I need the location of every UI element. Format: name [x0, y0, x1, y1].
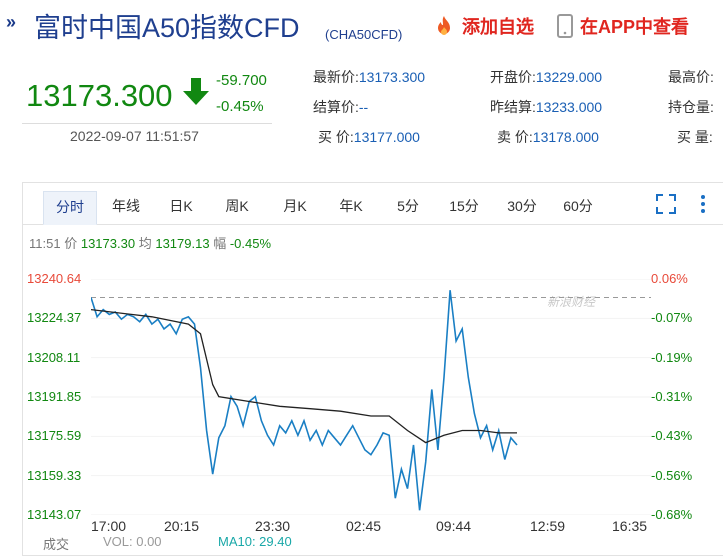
intraday-chart[interactable] — [91, 279, 651, 515]
double-chevron-icon: » — [6, 12, 16, 32]
y-tick-label: 13175.59 — [27, 428, 82, 444]
quote-timestamp: 2022-09-07 11:51:57 — [70, 128, 199, 144]
x-tick-label: 20:15 — [164, 518, 200, 534]
x-tick-label: 23:30 — [255, 518, 291, 534]
average-series-line — [91, 308, 517, 444]
tab-15min[interactable]: 15分 — [449, 198, 479, 214]
add-favorite-button[interactable]: 添加自选 — [432, 12, 534, 40]
field-high: 最高价: — [668, 69, 714, 85]
flame-icon — [438, 16, 450, 35]
price-change-percent: -0.45% — [216, 98, 264, 115]
quote-summary: 13173.300 -59.700 -0.45% 2022-09-07 11:5… — [0, 58, 723, 168]
volume-ma10: MA10: 29.40 — [218, 534, 292, 549]
field-open: 开盘价:13229.000 — [490, 69, 603, 85]
price-change: -59.700 — [216, 72, 267, 89]
y-pct-tick-label: -0.31% — [651, 389, 693, 404]
tab-yearline[interactable]: 年线 — [112, 198, 140, 214]
instrument-name: 富时中国A50指数CFD — [34, 13, 300, 43]
tab-intraday[interactable]: 分时 — [43, 191, 97, 225]
y-pct-tick-label: -0.43% — [651, 428, 693, 444]
volume-label: 成交 — [43, 537, 70, 552]
y-tick-label: 13208.11 — [27, 349, 81, 365]
y-tick-label: 13159.33 — [27, 467, 82, 483]
divider — [22, 123, 272, 124]
field-bid-volume: 买 量: — [677, 129, 713, 145]
x-tick-label: 16:35 — [612, 518, 648, 534]
tab-daily-k[interactable]: 日K — [169, 198, 193, 214]
y-tick-label: 13224.37 — [27, 310, 82, 326]
field-latest: 最新价:13173.300 — [313, 69, 426, 85]
y-tick-label: 13191.85 — [27, 389, 82, 404]
volume-value: VOL: 0.00 — [103, 534, 162, 549]
view-in-app-button[interactable]: 在APP中查看 — [556, 12, 689, 40]
y-pct-tick-label: -0.68% — [651, 507, 693, 522]
x-tick-label: 02:45 — [346, 518, 382, 534]
tab-5min[interactable]: 5分 — [397, 198, 419, 214]
field-prev-settle: 昨结算:13233.000 — [490, 99, 603, 115]
y-pct-tick-label: -0.07% — [651, 310, 693, 326]
tab-yearly-k[interactable]: 年K — [339, 198, 363, 214]
field-settle: 结算价:-- — [313, 99, 369, 115]
tab-weekly-k[interactable]: 周K — [225, 198, 249, 214]
fullscreen-icon[interactable] — [655, 193, 677, 215]
add-favorite-label: 添加自选 — [462, 17, 534, 37]
y-tick-label: 13143.07 — [27, 507, 82, 522]
last-price: 13173.300 — [26, 78, 173, 113]
tab-30min[interactable]: 30分 — [507, 198, 537, 214]
x-tick-label: 12:59 — [530, 518, 566, 534]
phone-icon — [557, 14, 573, 38]
x-tick-label: 09:44 — [436, 518, 472, 534]
tab-60min[interactable]: 60分 — [563, 198, 593, 214]
chart-panel: 分时 年线 日K 周K 月K 年K 5分 15分 30分 60分 11:51 价… — [22, 182, 723, 556]
y-pct-tick-label: 0.06% — [651, 271, 688, 286]
field-ask: 卖 价:13178.000 — [497, 129, 599, 145]
price-series-line — [91, 290, 518, 511]
instrument-code: (CHA50CFD) — [325, 27, 403, 42]
field-bid: 买 价:13177.000 — [318, 129, 420, 145]
y-tick-label: 13240.64 — [27, 271, 82, 286]
view-in-app-label: 在APP中查看 — [580, 17, 690, 37]
x-tick-label: 17:00 — [91, 518, 127, 534]
more-options-icon[interactable] — [693, 193, 713, 215]
title-bar: » 富时中国A50指数CFD (CHA50CFD) 添加自选 在APP中查看 — [0, 0, 723, 52]
down-arrow-icon — [183, 78, 209, 105]
period-tabs: 分时 年线 日K 周K 月K 年K 5分 15分 30分 60分 — [23, 183, 723, 225]
watermark: 新浪财经 — [547, 295, 596, 309]
crosshair-info: 11:51 价 13173.30 均 13179.13 幅 -0.45% — [29, 236, 272, 251]
tab-monthly-k[interactable]: 月K — [283, 198, 307, 214]
y-pct-tick-label: -0.56% — [651, 467, 693, 483]
y-pct-tick-label: -0.19% — [651, 349, 693, 365]
field-open-interest: 持仓量: — [668, 99, 714, 115]
